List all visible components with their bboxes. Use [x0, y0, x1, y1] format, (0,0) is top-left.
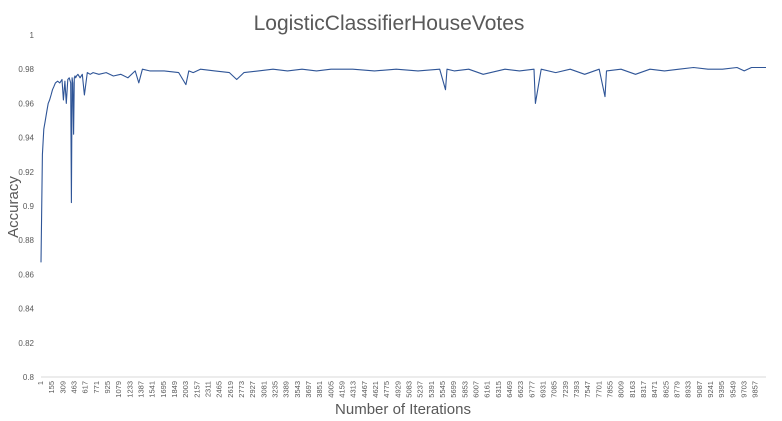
- y-tick-labels: 0.8 0.82 0.84 0.86 0.88 0.9 0.92 0.94 0.96 0.98 1: [18, 31, 34, 382]
- y-tick-label: 0.9: [23, 202, 35, 211]
- x-tick-label: 2157: [192, 381, 201, 398]
- x-tick-label: 3235: [270, 381, 279, 398]
- x-tick-label: 9395: [717, 381, 726, 398]
- x-tick-label: 4313: [349, 381, 358, 398]
- x-tick-label: 6469: [505, 381, 514, 398]
- x-tick-label: 6777: [527, 381, 536, 398]
- x-tick-label: 7547: [583, 381, 592, 398]
- y-tick-label: 0.8: [23, 373, 35, 382]
- x-tick-label: 3081: [259, 381, 268, 398]
- x-tick-label: 4467: [360, 381, 369, 398]
- x-tick-label: 617: [81, 381, 90, 394]
- x-tick-label: 5853: [460, 381, 469, 398]
- x-tick-label: 2003: [181, 381, 190, 398]
- y-tick-label: 0.92: [18, 168, 34, 177]
- x-tick-label: 4005: [326, 381, 335, 398]
- x-tick-label: 3389: [282, 381, 291, 398]
- x-axis-title: Number of Iterations: [335, 401, 471, 418]
- x-tick-label: 5083: [404, 381, 413, 398]
- x-tick-label: 1233: [125, 381, 134, 398]
- x-tick-label: 7085: [550, 381, 559, 398]
- x-tick-label: 7855: [605, 381, 614, 398]
- x-tick-label: 8625: [661, 381, 670, 398]
- x-tick-label: 2465: [215, 381, 224, 398]
- y-tick-label: 0.98: [18, 65, 34, 74]
- x-tick-labels: 1 155 309 463 617 771 925 1079 1233 1387 1541 1695 1…: [36, 381, 760, 398]
- x-tick-label: 1387: [136, 381, 145, 398]
- y-tick-label: 0.82: [18, 339, 34, 348]
- x-tick-label: 1541: [148, 381, 157, 398]
- y-tick-label: 0.88: [18, 236, 34, 245]
- x-tick-label: 463: [69, 381, 78, 394]
- x-tick-label: 309: [58, 381, 67, 394]
- x-tick-label: 3851: [315, 381, 324, 398]
- x-tick-label: 4775: [382, 381, 391, 398]
- accuracy-series-line: [40, 66, 766, 263]
- x-tick-label: 9241: [706, 381, 715, 398]
- x-tick-label: 5545: [438, 381, 447, 398]
- x-tick-label: 9087: [695, 381, 704, 398]
- x-tick-label: 2619: [226, 381, 235, 398]
- x-tick-label: 1849: [170, 381, 179, 398]
- x-tick-label: 9857: [751, 381, 760, 398]
- x-tick-label: 9549: [728, 381, 737, 398]
- x-tick-label: 8933: [684, 381, 693, 398]
- x-tick-label: 771: [92, 381, 101, 394]
- x-tick-label: 6315: [494, 381, 503, 398]
- x-tick-label: 3697: [304, 381, 313, 398]
- x-tick-label: 1695: [159, 381, 168, 398]
- x-tick-label: 6623: [516, 381, 525, 398]
- x-tick-label: 4159: [337, 381, 346, 398]
- x-tick-label: 5391: [427, 381, 436, 398]
- x-tick-label: 4929: [393, 381, 402, 398]
- x-tick-label: 8317: [639, 381, 648, 398]
- x-tick-label: 1079: [114, 381, 123, 398]
- x-tick-label: 8471: [650, 381, 659, 398]
- x-tick-label: 5699: [449, 381, 458, 398]
- y-tick-label: 0.86: [18, 270, 34, 279]
- x-tick-label: 6931: [538, 381, 547, 398]
- x-tick-label: 6007: [471, 381, 480, 398]
- y-tick-label: 0.84: [18, 305, 34, 314]
- x-tick-label: 3543: [293, 381, 302, 398]
- chart-title: LogisticClassifierHouseVotes: [254, 12, 525, 35]
- x-tick-label: 8163: [628, 381, 637, 398]
- x-tick-label: 2773: [237, 381, 246, 398]
- y-tick-label: 0.96: [18, 99, 34, 108]
- x-tick-label: 155: [47, 381, 56, 394]
- y-axis-title: Accuracy: [5, 176, 22, 238]
- y-tick-label: 0.94: [18, 134, 34, 143]
- y-tick-label: 1: [30, 31, 35, 40]
- x-tick-label: 1: [36, 381, 45, 385]
- x-tick-label: 8009: [617, 381, 626, 398]
- x-tick-label: 4621: [371, 381, 380, 398]
- x-tick-label: 9703: [739, 381, 748, 398]
- x-tick-label: 7701: [594, 381, 603, 398]
- x-tick-label: 5237: [416, 381, 425, 398]
- x-tick-label: 2927: [248, 381, 257, 398]
- x-tick-label: 2311: [203, 381, 212, 397]
- x-tick-label: 8779: [672, 381, 681, 398]
- x-tick-label: 7239: [561, 381, 570, 398]
- x-tick-label: 925: [103, 381, 112, 394]
- x-tick-label: 6161: [483, 381, 492, 398]
- x-tick-label: 7393: [572, 381, 581, 398]
